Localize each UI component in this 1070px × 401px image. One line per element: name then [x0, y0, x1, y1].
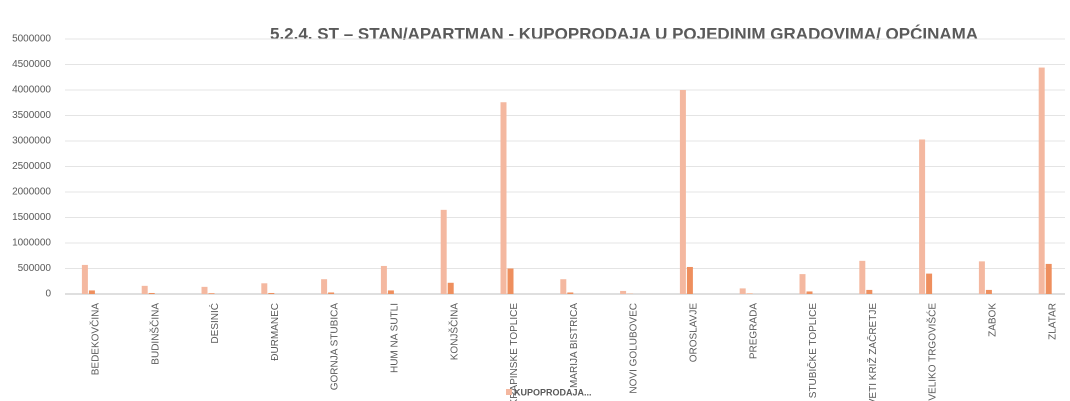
bar: [268, 292, 275, 294]
x-tick-label: STUBIČKE TOPLICE: [806, 303, 819, 399]
chart-title: 5.2.4. ST – STAN/APARTMAN - KUPOPRODAJA …: [270, 24, 978, 43]
bar: [560, 279, 567, 294]
bar: [859, 260, 866, 294]
bar: [387, 290, 394, 294]
bar: [919, 139, 926, 294]
bar: [1045, 263, 1052, 294]
bar: [806, 291, 813, 294]
x-tick-label: HUM NA SUTLI: [390, 303, 401, 373]
bar: [799, 274, 806, 294]
bar: [500, 102, 507, 295]
bar: [926, 273, 933, 294]
x-tick-label: DESINIĆ: [208, 303, 221, 344]
y-tick-label: 4000000: [12, 85, 51, 96]
x-tick-label: PREGRADA: [748, 303, 759, 359]
y-tick-label: 2500000: [12, 161, 51, 172]
y-tick-label: 500000: [18, 263, 52, 274]
bar: [739, 288, 746, 294]
bar: [261, 283, 268, 294]
bar: [81, 264, 88, 294]
legend-swatch: [506, 389, 512, 395]
bar: [148, 292, 155, 294]
x-tick-label: ĐURMANEC: [270, 303, 281, 361]
bar: [686, 266, 693, 294]
x-tick-label: BEDEKOVČINA: [89, 303, 102, 376]
x-tick-label: ZABOK: [988, 303, 999, 337]
y-tick-label: 0: [45, 289, 51, 300]
bar: [201, 286, 208, 294]
bar: [328, 292, 335, 294]
bar: [746, 293, 753, 294]
x-tick-label: VELIKO TRGOVIŠĆE: [926, 303, 939, 401]
bar: [440, 209, 447, 294]
x-tick-label: MARIJA BISTRICA: [569, 303, 580, 388]
bar: [1038, 67, 1045, 294]
x-tick-label: NOVI GOLUBOVEC: [629, 303, 640, 394]
x-tick-label: ZLATAR: [1047, 303, 1058, 340]
x-tick-label: SVETI KRIŽ ZAČRETJE: [866, 303, 879, 401]
x-tick-label: GORNJA STUBICA: [330, 303, 341, 391]
bar: [620, 290, 627, 294]
bar: [88, 290, 95, 294]
y-tick-label: 3500000: [12, 110, 51, 121]
bar: [208, 293, 215, 294]
x-tick-label: OROSLAVJE: [689, 303, 700, 363]
y-tick-label: 1500000: [12, 212, 51, 223]
y-tick-label: 5000000: [12, 34, 51, 45]
bar: [866, 289, 873, 294]
legend-label: KUPOPRODAJA...: [514, 387, 592, 397]
bar: [985, 289, 992, 294]
bar: [567, 292, 574, 294]
bar: [321, 279, 328, 294]
y-tick-label: 1000000: [12, 238, 51, 249]
bar: [507, 268, 514, 294]
y-tick-label: 2000000: [12, 187, 51, 198]
x-tick-label: KRAPINSKE TOPLICE: [509, 303, 520, 401]
bar: [679, 90, 686, 294]
y-tick-label: 3000000: [12, 136, 51, 147]
x-tick-label: BUDINŠČINA: [148, 303, 161, 365]
bar: [141, 285, 148, 294]
bar: [978, 261, 985, 294]
y-tick-label: 4500000: [12, 59, 51, 70]
x-tick-label: KONJŠČINA: [447, 303, 460, 361]
bar: [380, 265, 387, 294]
bar: [447, 282, 454, 294]
